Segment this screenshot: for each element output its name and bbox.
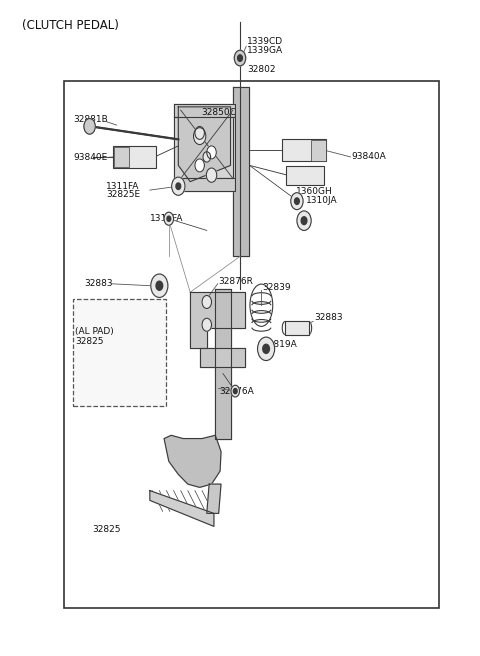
Polygon shape — [174, 117, 235, 178]
FancyBboxPatch shape — [114, 146, 129, 167]
Polygon shape — [164, 436, 221, 487]
Polygon shape — [216, 289, 230, 439]
FancyBboxPatch shape — [113, 146, 156, 168]
Circle shape — [295, 198, 300, 205]
Text: 1360GH: 1360GH — [296, 187, 333, 196]
Circle shape — [193, 128, 206, 144]
Circle shape — [297, 211, 311, 230]
Text: 93840A: 93840A — [351, 152, 386, 161]
Text: 32819A: 32819A — [262, 340, 297, 350]
Circle shape — [263, 344, 269, 354]
Text: 32802: 32802 — [247, 66, 276, 74]
Text: 32876A: 32876A — [219, 387, 254, 396]
Text: 1311FA: 1311FA — [106, 182, 140, 191]
Circle shape — [301, 216, 307, 224]
Circle shape — [195, 127, 204, 139]
Polygon shape — [233, 87, 250, 256]
Text: 1311FA: 1311FA — [150, 215, 183, 223]
Text: 32839: 32839 — [262, 283, 291, 292]
Circle shape — [233, 388, 237, 394]
Polygon shape — [179, 107, 230, 182]
Text: 1339CD: 1339CD — [247, 37, 283, 47]
Polygon shape — [150, 491, 214, 526]
Bar — [64, 81, 439, 607]
Polygon shape — [207, 484, 221, 514]
Circle shape — [164, 213, 174, 225]
Circle shape — [231, 385, 240, 397]
Text: 32825E: 32825E — [106, 190, 140, 199]
Text: 32825: 32825 — [75, 337, 104, 346]
Circle shape — [202, 318, 212, 331]
Text: 1310JA: 1310JA — [306, 196, 338, 205]
Text: (AL PAD): (AL PAD) — [75, 327, 114, 336]
Circle shape — [151, 274, 168, 297]
Circle shape — [84, 119, 96, 134]
Text: 32881B: 32881B — [73, 115, 108, 125]
Polygon shape — [174, 104, 235, 117]
Circle shape — [234, 51, 246, 66]
Circle shape — [202, 295, 212, 308]
Text: 32883: 32883 — [84, 279, 113, 288]
Text: 93840E: 93840E — [73, 153, 107, 162]
Polygon shape — [285, 321, 309, 335]
Bar — [73, 298, 166, 406]
FancyBboxPatch shape — [311, 140, 326, 161]
Polygon shape — [200, 348, 245, 367]
Circle shape — [167, 216, 171, 221]
Text: 32883: 32883 — [314, 313, 343, 322]
FancyBboxPatch shape — [287, 166, 324, 185]
Text: 32876R: 32876R — [219, 277, 253, 285]
Polygon shape — [174, 178, 235, 192]
Text: 32825: 32825 — [92, 525, 120, 534]
Circle shape — [207, 146, 216, 159]
Text: 1339GA: 1339GA — [247, 47, 283, 55]
FancyBboxPatch shape — [282, 139, 326, 161]
Circle shape — [291, 193, 303, 210]
Circle shape — [156, 281, 163, 290]
Text: 32850C: 32850C — [201, 108, 236, 117]
Circle shape — [206, 168, 217, 182]
Circle shape — [176, 183, 180, 190]
Circle shape — [172, 177, 185, 195]
Circle shape — [203, 152, 211, 162]
Circle shape — [195, 159, 204, 172]
Circle shape — [238, 55, 242, 61]
Circle shape — [258, 337, 275, 361]
Polygon shape — [190, 292, 245, 348]
Text: (CLUTCH PEDAL): (CLUTCH PEDAL) — [22, 19, 119, 32]
